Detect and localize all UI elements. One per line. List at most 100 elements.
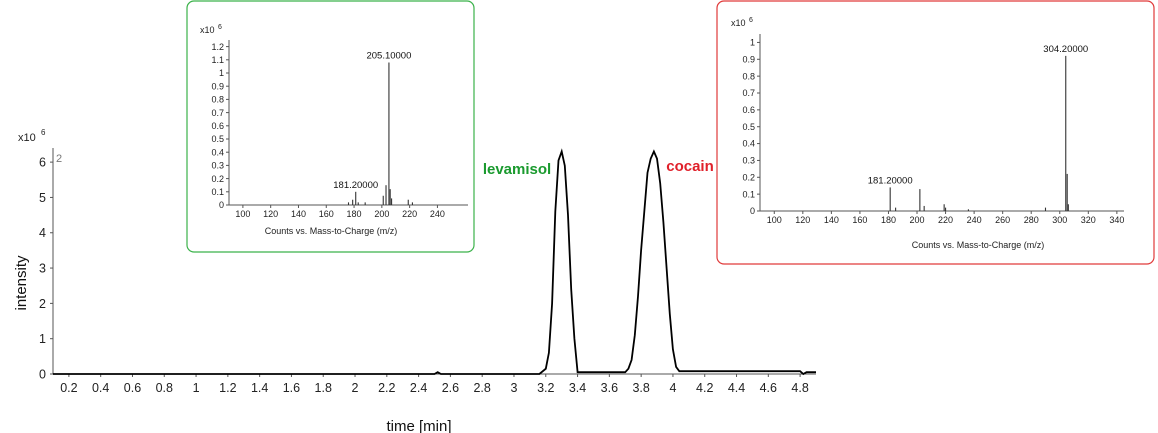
y-tick-label: 0.1: [742, 189, 755, 199]
x-tick-label: 4.2: [696, 381, 713, 395]
peak-label-levamisol: levamisol: [483, 161, 551, 178]
peak-label-cocain: cocain: [666, 158, 714, 175]
x-tick-label: 240: [430, 209, 445, 219]
x-tick-label: 3.6: [601, 381, 618, 395]
x-tick-label: 1: [193, 381, 200, 395]
y-tick-label: 0.1: [211, 187, 224, 197]
x-tick-label: 300: [1052, 215, 1067, 225]
x-tick-label: 120: [263, 209, 278, 219]
x-tick-label: 1.2: [219, 381, 236, 395]
x-tick-label: 3.8: [632, 381, 649, 395]
x-tick-label: 160: [319, 209, 334, 219]
x-axis-label: Counts vs. Mass-to-Charge (m/z): [912, 240, 1045, 250]
y-tick-label: 1: [219, 68, 224, 78]
x-tick-label: 280: [1024, 215, 1039, 225]
x-tick-label: 2: [352, 381, 359, 395]
x-tick-label: 320: [1081, 215, 1096, 225]
x-tick-label: 140: [291, 209, 306, 219]
cocain-mass-spectrum-inset: x10 6 0 0.1 0.2 0.3 0.4 0.5 0.6 0.7 0.8 0.9 1 100 1…: [716, 0, 1155, 265]
peak-mz-label: 304.20000: [1043, 44, 1088, 55]
y-multiplier: x10: [731, 18, 746, 28]
x-tick-label: 260: [995, 215, 1010, 225]
y-tick-label: 0.6: [211, 121, 224, 131]
x-tick-label: 100: [235, 209, 250, 219]
y-tick-label: 0.9: [742, 54, 755, 64]
x-tick-label: 200: [374, 209, 389, 219]
x-tick-label: 220: [402, 209, 417, 219]
y-tick-label: 1.1: [211, 55, 224, 65]
y-tick-label: 0: [750, 206, 755, 216]
y-tick-label: 6: [39, 156, 46, 170]
x-tick-label: 2.8: [473, 381, 490, 395]
x-tick-label: 180: [347, 209, 362, 219]
y-exponent: 6: [749, 17, 753, 24]
x-tick-label: 1.8: [315, 381, 332, 395]
y-tick-label: 0.5: [211, 134, 224, 144]
y-exponent: 6: [218, 24, 222, 31]
y-multiplier: x10: [18, 132, 36, 144]
x-tick-label: 0.4: [92, 381, 109, 395]
x-tick-label: 2.2: [378, 381, 395, 395]
y-tick-label: 1.2: [211, 42, 224, 52]
x-tick-label: 0.8: [156, 381, 173, 395]
y-tick-label: 5: [39, 191, 46, 205]
x-tick-label: 2.4: [410, 381, 427, 395]
x-tick-label: 1.4: [251, 381, 268, 395]
peak-mz-label: 181.20000: [333, 180, 378, 191]
x-tick-label: 4.8: [791, 381, 808, 395]
y-tick-label: 0.4: [742, 139, 755, 149]
x-tick-label: 0.2: [60, 381, 77, 395]
x-tick-label: 200: [910, 215, 925, 225]
y-tick-label: 2: [39, 297, 46, 311]
y-tick-label: 0.4: [211, 147, 224, 157]
y-tick-label: 0.5: [742, 122, 755, 132]
y-tick-label: 0.3: [211, 161, 224, 171]
y-tick-label: 0.8: [211, 95, 224, 105]
x-tick-label: 100: [767, 215, 782, 225]
x-tick-label: 240: [967, 215, 982, 225]
y-tick-label: 0.7: [742, 88, 755, 98]
x-tick-label: 0.6: [124, 381, 141, 395]
y-tick-label: 1: [39, 332, 46, 346]
x-tick-label: 2.6: [442, 381, 459, 395]
y-tick-label: 0: [39, 367, 46, 381]
x-tick-label: 140: [824, 215, 839, 225]
y-tick-label: 4: [39, 226, 46, 240]
y-tick-label: 0: [219, 200, 224, 210]
panel-index: 2: [56, 153, 62, 165]
x-axis-label: Counts vs. Mass-to-Charge (m/z): [265, 226, 398, 236]
x-tick-label: 1.6: [283, 381, 300, 395]
levamisol-mass-spectrum-inset: x10 6 0 0.1 0.2 0.3 0.4 0.5 0.6 0.7 0.8 0.9 1 1.1 1.…: [186, 0, 475, 253]
x-tick-label: 180: [881, 215, 896, 225]
y-tick-label: 0.7: [211, 108, 224, 118]
x-tick-label: 4: [669, 381, 676, 395]
x-tick-label: 4.6: [760, 381, 777, 395]
x-tick-label: 120: [795, 215, 810, 225]
y-tick-label: 0.2: [211, 174, 224, 184]
y-tick-label: 1: [750, 38, 755, 48]
y-exponent: 6: [41, 128, 46, 137]
chromatogram-trace: [53, 148, 816, 376]
y-axis-label: intensity: [13, 255, 30, 311]
x-axis-label: time [min]: [386, 418, 451, 433]
y-tick-label: 3: [39, 261, 46, 275]
x-tick-label: 3.4: [569, 381, 586, 395]
y-tick-label: 0.6: [742, 105, 755, 115]
x-tick-label: 3: [511, 381, 518, 395]
y-tick-label: 0.2: [742, 172, 755, 182]
y-tick-label: 0.8: [742, 71, 755, 81]
peak-mz-label: 181.20000: [868, 175, 913, 186]
y-multiplier: x10: [200, 25, 215, 35]
peak-mz-label: 205.10000: [366, 50, 411, 61]
x-tick-label: 4.4: [728, 381, 745, 395]
inset-frame: [716, 0, 1155, 265]
y-tick-label: 0.3: [742, 156, 755, 166]
x-tick-label: 160: [852, 215, 867, 225]
x-tick-label: 3.2: [537, 381, 554, 395]
inset-frame: [186, 0, 475, 253]
x-tick-label: 340: [1109, 215, 1124, 225]
chromatogram-chart: x10 6 2 0 1 2 3 4 5 6 0.2 0.4 0.6 0.8 1 1.2 1.4 1.6 1.…: [13, 128, 816, 433]
y-tick-label: 0.9: [211, 81, 224, 91]
x-tick-label: 220: [938, 215, 953, 225]
